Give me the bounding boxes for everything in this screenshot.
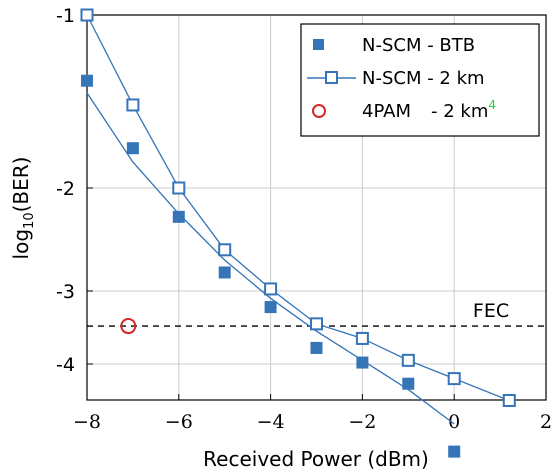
data-point-btb bbox=[264, 301, 277, 314]
legend-label-2km: N-SCM - 2 km bbox=[362, 68, 485, 89]
data-point-btb bbox=[126, 142, 139, 155]
data-point-btb bbox=[81, 74, 93, 87]
legend-label-4pam: 4PAM - 2 km4 bbox=[362, 98, 496, 122]
y-axis-label-base: log bbox=[9, 229, 33, 260]
legend-4pam-name: 4PAM bbox=[362, 101, 411, 122]
y-axis-label-rest: (BER) bbox=[9, 157, 33, 213]
data-point-btb bbox=[402, 377, 415, 390]
y-axis-label: log10(BER) bbox=[9, 157, 37, 260]
data-point-2km bbox=[447, 372, 461, 386]
data-point-2km bbox=[502, 394, 516, 407]
data-point-btb bbox=[172, 210, 185, 223]
y-tick-label: -3 bbox=[56, 281, 75, 303]
data-point-2km bbox=[355, 331, 369, 345]
data-point-btb bbox=[218, 266, 231, 279]
data-point-btb bbox=[356, 356, 369, 369]
y-ticks: -1 -2 -3 -4 bbox=[56, 5, 93, 376]
x-tick-label: −4 bbox=[257, 411, 285, 433]
legend-4pam-suffix: - 2 km bbox=[431, 101, 488, 122]
legend-marker-btb bbox=[313, 39, 324, 50]
data-point-2km bbox=[126, 98, 140, 112]
y-tick-label: -4 bbox=[56, 354, 75, 376]
data-point-btb bbox=[448, 445, 461, 458]
legend-box bbox=[300, 23, 540, 137]
btb-fit-line bbox=[86, 92, 455, 425]
data-point-2km bbox=[172, 181, 186, 195]
y-tick-label: -2 bbox=[56, 178, 75, 200]
x-tick-label: −2 bbox=[348, 411, 376, 433]
y-axis-label-sub: 10 bbox=[22, 212, 37, 229]
data-point-2km bbox=[264, 282, 278, 296]
series bbox=[80, 8, 516, 458]
x-ticks: −8 −6 −4 −2 0 2 bbox=[73, 394, 552, 433]
data-point-btb bbox=[310, 341, 323, 354]
legend-marker-4pam bbox=[312, 104, 326, 118]
legend-4pam-superscript: 4 bbox=[488, 98, 496, 112]
data-point-2km bbox=[80, 8, 94, 22]
x-axis-label: Received Power (dBm) bbox=[203, 447, 429, 471]
data-point-2km bbox=[310, 317, 323, 331]
data-point-2km bbox=[401, 353, 415, 367]
y-tick-label: -1 bbox=[56, 5, 75, 27]
legend-label-btb: N-SCM - BTB bbox=[362, 35, 475, 56]
legend: N-SCM - BTB N-SCM - 2 km 4PAM - 2 km4 bbox=[300, 23, 540, 137]
plot-frame bbox=[86, 14, 547, 401]
fec-label: FEC bbox=[473, 300, 509, 322]
x-tick-label: 0 bbox=[448, 411, 460, 433]
x-tick-label: −8 bbox=[73, 411, 101, 433]
legend-marker-2km bbox=[325, 71, 338, 84]
data-point-2km bbox=[218, 243, 232, 257]
x-tick-label: −6 bbox=[165, 411, 193, 433]
series-line bbox=[86, 14, 510, 402]
data-point-4pam bbox=[120, 318, 137, 335]
x-tick-label: 2 bbox=[540, 411, 552, 433]
